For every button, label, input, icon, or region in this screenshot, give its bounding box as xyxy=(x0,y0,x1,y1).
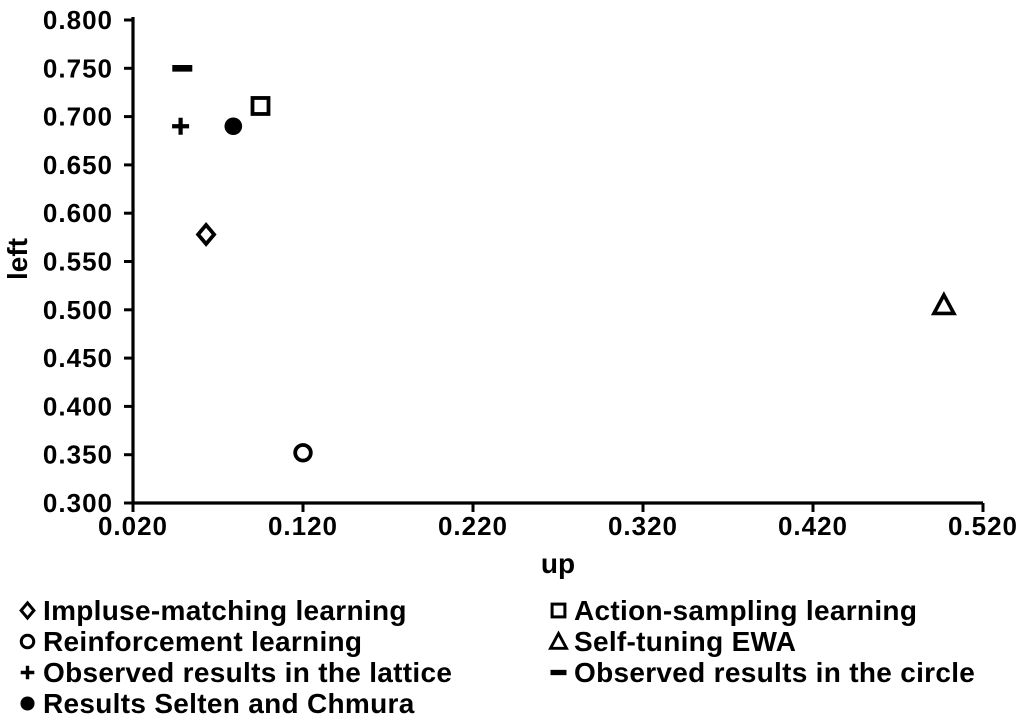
legend-label: Observed results in the lattice xyxy=(43,656,453,688)
open-circle-marker-icon xyxy=(293,443,313,463)
filled-circle-icon xyxy=(20,696,35,711)
legend-label: Self-tuning EWA xyxy=(574,625,797,657)
data-points xyxy=(172,65,957,463)
plus-icon xyxy=(20,665,35,680)
y-tick-label: 0.750 xyxy=(43,53,113,83)
plot-area: 0.300 0.350 0.400 0.450 0.500 0.550 0.600 0.650… xyxy=(43,5,1018,541)
y-tick-label: 0.350 xyxy=(43,440,113,470)
open-triangle-icon xyxy=(548,630,569,650)
open-square-icon xyxy=(550,602,567,619)
open-triangle-marker-icon xyxy=(930,291,957,316)
open-square-marker-icon xyxy=(250,96,271,116)
chart-legend: Impluse-matching learning Reinforcement l… xyxy=(0,595,1024,724)
x-tick-label: 0.020 xyxy=(98,511,168,541)
open-diamond-marker-icon xyxy=(19,600,36,621)
open-diamond-marker-icon xyxy=(195,222,217,247)
legend-item: Observed results in the circle xyxy=(545,657,975,688)
y-tick-label: 0.800 xyxy=(43,5,113,35)
y-axis-title: left xyxy=(2,238,33,280)
plus-marker-icon xyxy=(172,117,190,135)
legend-label: Results Selten and Chmura xyxy=(43,687,415,719)
x-tick-label: 0.320 xyxy=(608,511,678,541)
y-tick-label: 0.650 xyxy=(43,150,113,180)
x-tick-label: 0.520 xyxy=(948,511,1018,541)
y-tick-label: 0.300 xyxy=(43,488,113,518)
legend-column-1: Impluse-matching learning Reinforcement l… xyxy=(14,595,452,719)
open-circle-marker-icon xyxy=(19,633,36,650)
y-tick-label: 0.400 xyxy=(43,391,113,421)
legend-label: Observed results in the circle xyxy=(574,656,976,688)
legend-column-2: Action-sampling learning Self-tuning EWA O… xyxy=(545,595,975,688)
legend-item: Self-tuning EWA xyxy=(545,626,975,657)
y-tick-label: 0.550 xyxy=(43,247,113,277)
axis-lines xyxy=(131,17,983,505)
open-square-marker-icon xyxy=(550,602,567,619)
open-diamond-icon xyxy=(19,600,36,621)
y-tick-label: 0.450 xyxy=(43,343,113,373)
filled-circle-marker-icon xyxy=(224,117,243,136)
open-triangle-marker-icon xyxy=(548,630,569,650)
y-tick-label: 0.500 xyxy=(43,295,113,325)
legend-item: Action-sampling learning xyxy=(545,595,975,626)
axes: 0.300 0.350 0.400 0.450 0.500 0.550 0.600 0.650… xyxy=(43,5,1018,541)
legend-item: Impluse-matching learning xyxy=(14,595,452,626)
plus-marker-icon xyxy=(20,665,35,680)
dash-icon xyxy=(550,669,567,676)
legend-item: Reinforcement learning xyxy=(14,626,452,657)
x-tick-label: 0.420 xyxy=(778,511,848,541)
filled-circle-marker-icon xyxy=(20,696,35,711)
legend-label: Reinforcement learning xyxy=(43,625,363,657)
legend-label: Impluse-matching learning xyxy=(43,594,407,626)
x-tick-label: 0.120 xyxy=(268,511,338,541)
y-tick-label: 0.600 xyxy=(43,198,113,228)
open-circle-icon xyxy=(19,633,36,650)
legend-label: Action-sampling learning xyxy=(574,594,918,626)
legend-item: Results Selten and Chmura xyxy=(14,688,452,719)
y-tick-label: 0.700 xyxy=(43,102,113,132)
x-tick-label: 0.220 xyxy=(438,511,508,541)
x-axis-title: up xyxy=(540,548,576,579)
legend-item: Observed results in the lattice xyxy=(14,657,452,688)
